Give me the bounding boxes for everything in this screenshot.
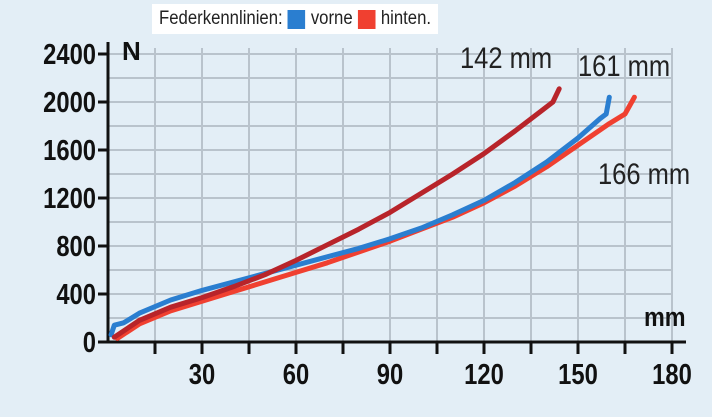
y-tick-label: 1200 [43,182,96,215]
y-tick-label: 1600 [43,134,96,167]
series-line-161-mm [108,94,612,338]
legend-label-hinten: hinten. [380,8,432,29]
series-annotation: 161 mm [578,49,670,82]
y-tick-label: 2400 [43,38,96,71]
legend-title: Federkennlinien: [159,8,283,29]
legend-swatch-vorne [287,9,306,29]
x-tick-label: 180 [652,358,692,391]
series-annotation: 166 mm [598,157,690,190]
x-axis-label: mm [644,304,686,332]
y-tick-label: 0 [83,326,96,359]
legend-swatch-hinten [357,9,376,29]
x-tick-label: 150 [558,358,598,391]
y-tick-label: 800 [56,230,96,263]
y-tick-label: 400 [56,278,96,311]
legend: Federkennlinien: vorne hinten. [152,4,439,34]
x-tick-label: 30 [189,358,215,391]
series-line-142-mm [111,86,562,340]
x-tick-label: 120 [464,358,504,391]
legend-label-vorne: vorne [310,8,353,29]
x-tick-label: 90 [377,358,403,391]
y-tick-label: 2000 [43,86,96,119]
x-tick-label: 60 [283,358,309,391]
y-axis-label: N [122,36,141,66]
series-annotation: 142 mm [460,41,552,74]
